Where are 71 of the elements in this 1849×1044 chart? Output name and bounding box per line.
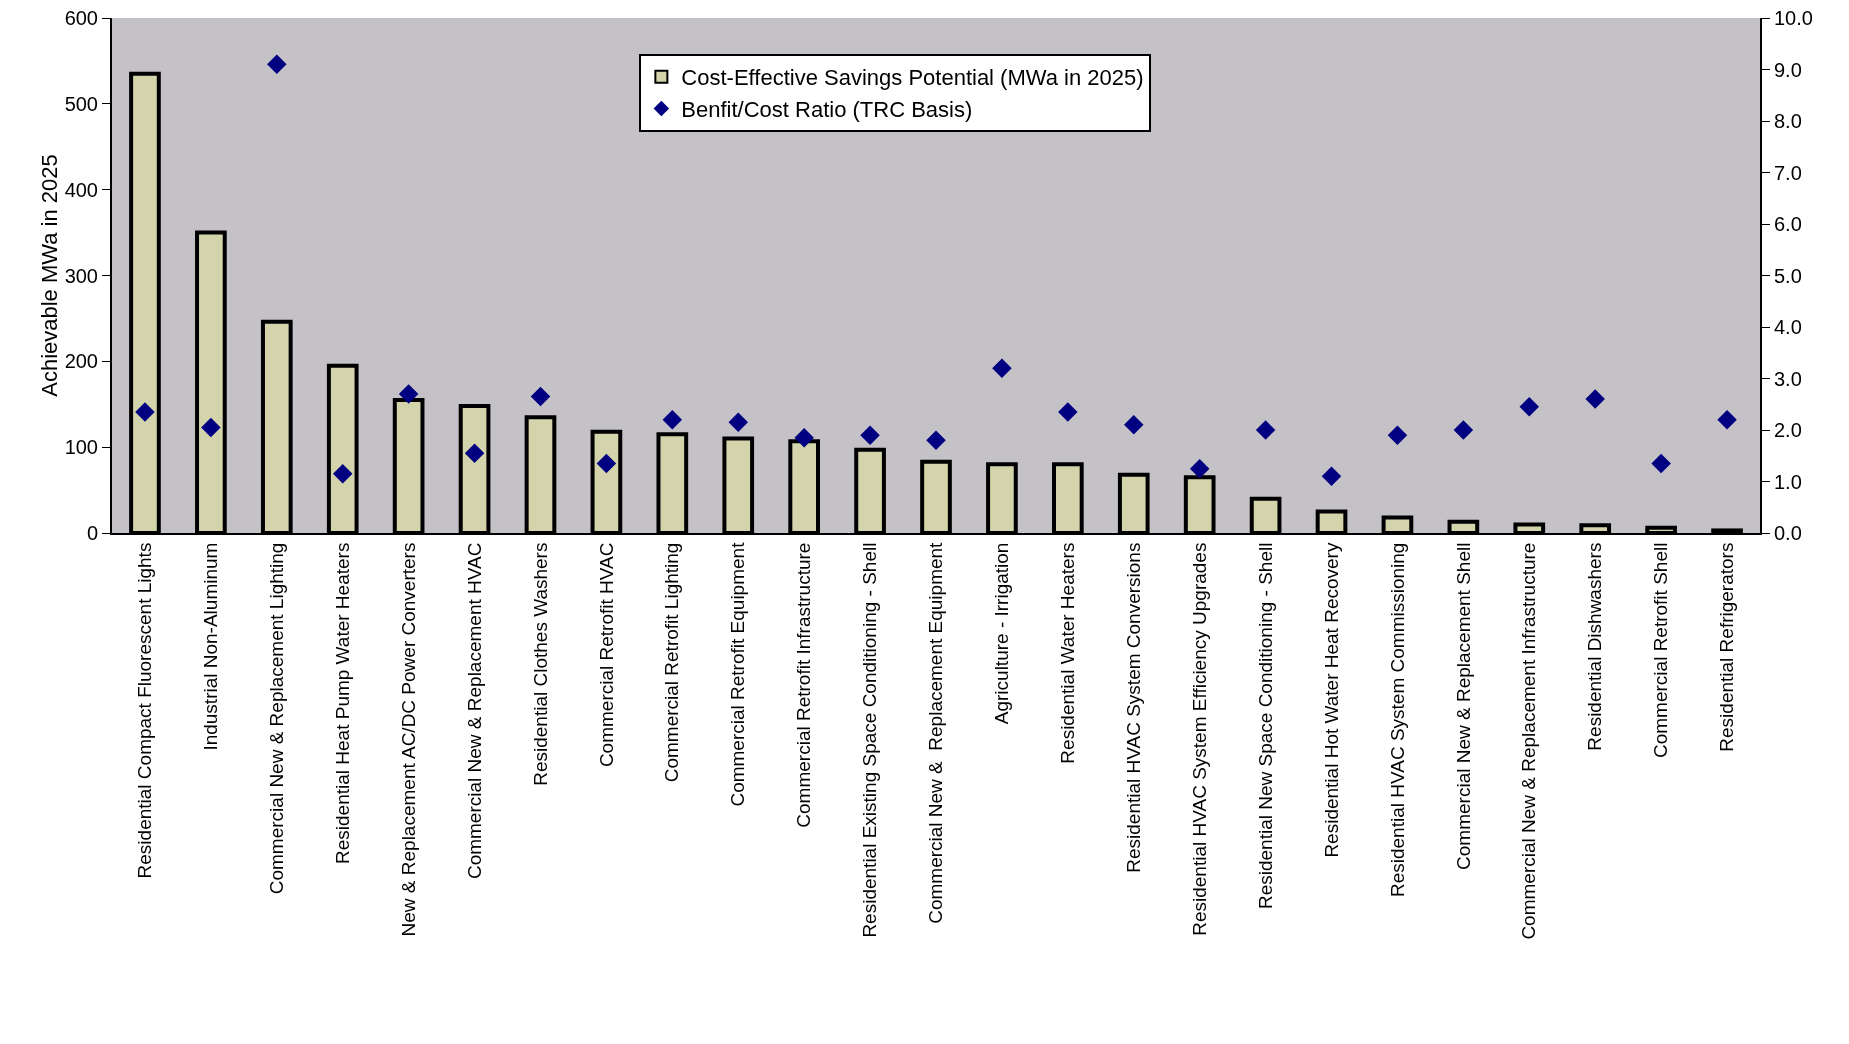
point <box>135 402 155 422</box>
point <box>398 384 419 404</box>
point <box>1124 415 1144 435</box>
x-tick-label: Commercial Retrofit Infrastructure <box>793 542 815 828</box>
point <box>530 386 551 407</box>
y-tick-label: 0 <box>86 522 98 544</box>
x-tick-label: Residential Heat Pump Water Heaters <box>331 542 353 864</box>
x-tick-label: Residential Hot Water Heat Recovery <box>1320 542 1342 858</box>
x-tick-label: Residential New Space Conditioning - Shell <box>1254 542 1276 910</box>
point <box>1585 389 1605 409</box>
x-tick-label: Residential Existing Space Conditioning - Shell <box>859 542 881 938</box>
point <box>1058 402 1078 422</box>
point <box>1189 458 1210 479</box>
y2-tick-label: 4.0 <box>1774 316 1802 338</box>
x-tick-label: Residential Compact Fluorescent Lights <box>134 542 156 879</box>
x-tick-label: Residential HVAC System Commissioning <box>1386 542 1408 898</box>
y2-tick-label: 7.0 <box>1774 161 1802 184</box>
point <box>662 409 683 430</box>
x-tick-label: Commercial Retrofit Shell <box>1650 542 1672 759</box>
x-tick-label: Commercial Retrofit Lighting <box>661 542 683 783</box>
y-tick-label: 600 <box>64 7 98 29</box>
y-axis-title: Achievable MWa in 2025 <box>37 154 62 397</box>
x-tick-label: Commercial Retrofit Equipment <box>727 541 749 807</box>
y2-tick-label: 3.0 <box>1774 367 1802 390</box>
x-tick-label: Commercial Retrofit HVAC <box>595 542 617 768</box>
point <box>1321 466 1342 487</box>
point <box>926 430 946 451</box>
y2-tick-label: 1.0 <box>1774 470 1802 493</box>
y-tick-label: 100 <box>64 436 98 459</box>
y2-tick-label: 6.0 <box>1774 213 1802 235</box>
y-tick-label: 400 <box>64 178 98 201</box>
x-tick-label: Commercial New & Replacement Lighting <box>265 542 287 895</box>
y-tick-label: 300 <box>64 264 98 287</box>
x-tick-label: Agriculture - Irrigation <box>991 542 1013 725</box>
point <box>332 464 353 484</box>
point <box>860 425 880 445</box>
point <box>992 358 1012 378</box>
point <box>794 427 814 448</box>
point <box>1519 397 1540 417</box>
x-tick-label: Residential Dishwashers <box>1584 542 1606 751</box>
y2-tick-label: 2.0 <box>1774 419 1802 441</box>
point <box>1651 453 1671 474</box>
point <box>1717 409 1737 430</box>
point <box>596 453 617 474</box>
x-tick-label: New & Replacement AC/DC Power Converters <box>397 542 419 937</box>
x-tick-label: Residential Water Heaters <box>1057 542 1079 764</box>
point <box>1453 420 1474 440</box>
y2-tick-label: 9.0 <box>1774 58 1802 81</box>
x-tick-label: Commercial New & Replacement Shell <box>1452 542 1474 870</box>
y2-tick-label: 10.0 <box>1774 7 1813 29</box>
y2-tick-label: 5.0 <box>1774 264 1802 287</box>
point <box>267 54 287 75</box>
legend-label: Benfit/Cost Ratio (TRC Basis) <box>681 97 973 123</box>
y-tick-label: 200 <box>64 350 98 373</box>
y2-tick-label: 8.0 <box>1774 110 1802 132</box>
legend-label: Cost-Effective Savings Potential (MWa in 2025) <box>681 65 1144 91</box>
point <box>201 417 221 438</box>
x-tick-label: Residential HVAC System Efficiency Upgrades <box>1188 542 1210 936</box>
x-tick-label: Residential HVAC System Conversions <box>1122 542 1144 873</box>
x-tick-label: Industrial Non-Aluminum <box>200 542 222 751</box>
x-tick-label: Commercial New & Replacement HVAC <box>463 542 485 880</box>
point <box>1255 420 1276 440</box>
x-tick-label: Residential Clothes Washers <box>529 542 551 786</box>
point <box>728 412 748 433</box>
x-tick-label: Commercial New & Replacement Infrastructure <box>1518 542 1540 940</box>
point <box>464 443 485 463</box>
y-tick-label: 500 <box>64 92 98 115</box>
point <box>1387 425 1408 445</box>
x-tick-label: Commercial New & Replacement Equipment <box>925 541 947 924</box>
x-tick-label: Residential Refrigerators <box>1716 542 1738 752</box>
y2-tick-label: 0.0 <box>1774 522 1802 544</box>
